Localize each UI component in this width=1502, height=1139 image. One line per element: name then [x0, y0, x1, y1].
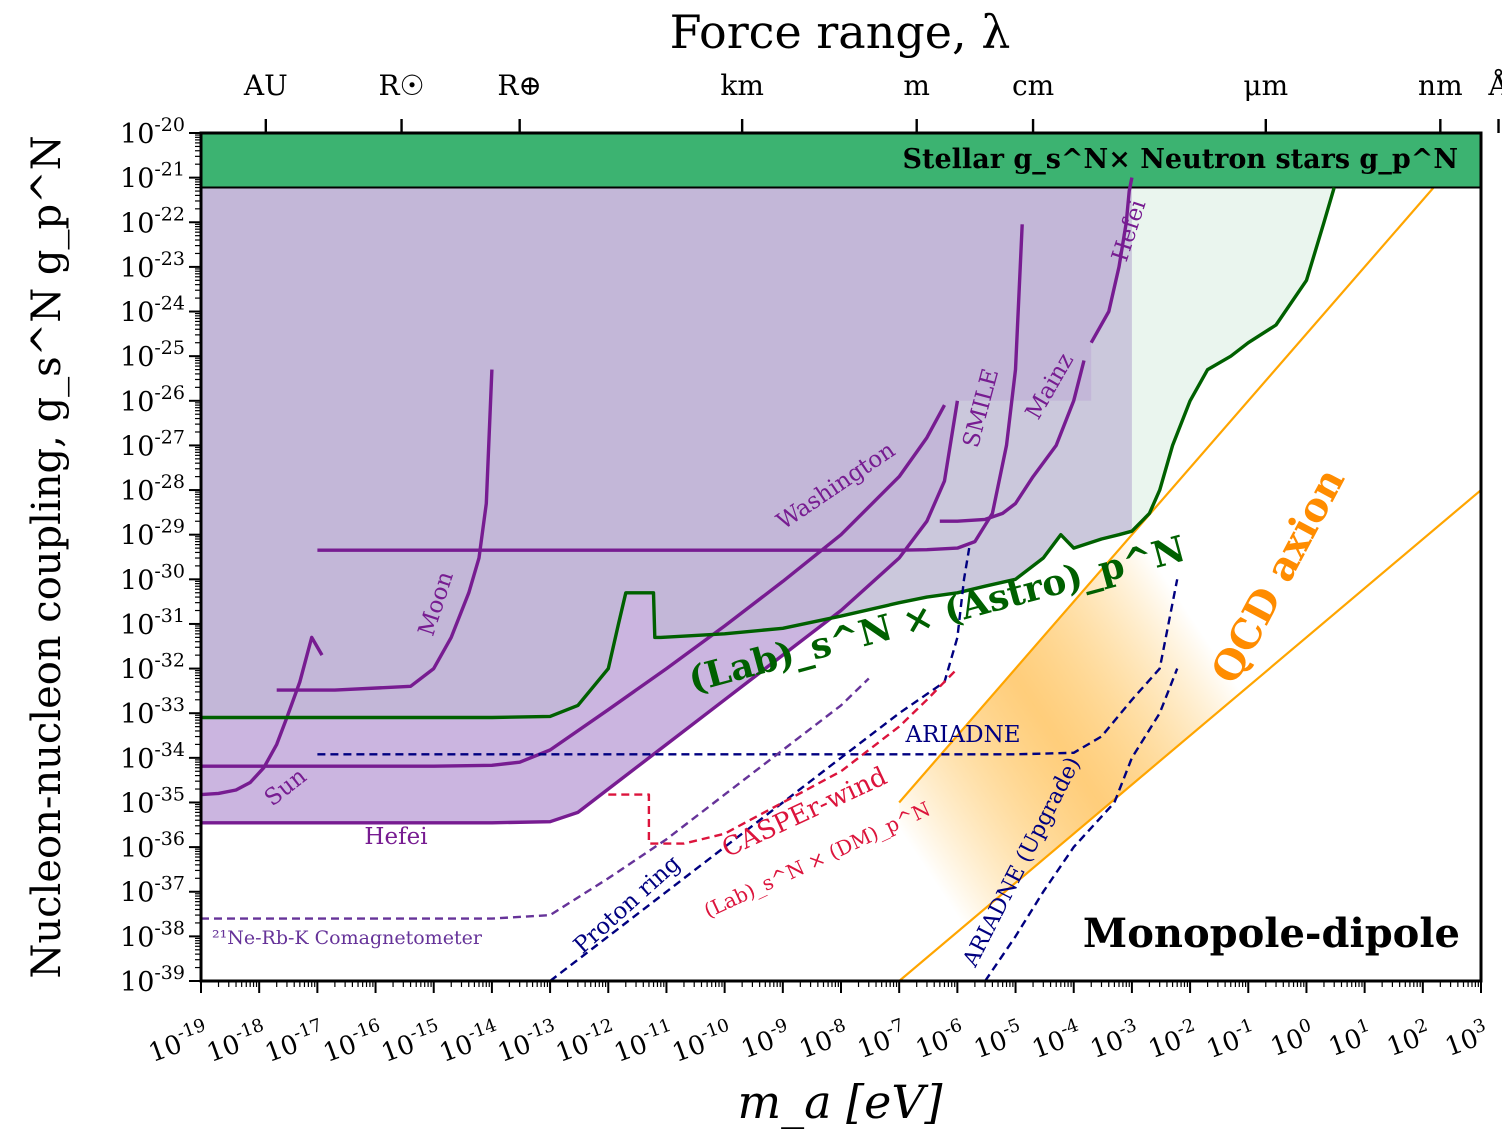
x-tick-label: 10-1: [1201, 1015, 1261, 1065]
top-axis-label: AU: [243, 69, 288, 102]
y-tick-label: 10-30: [120, 560, 185, 596]
y-tick-label: 10-37: [120, 873, 185, 909]
y-tick-label: 10-20: [120, 114, 185, 150]
x-tick-label: 10-7: [852, 1015, 912, 1065]
top-axis-label: cm: [1012, 69, 1054, 102]
stellar-region: [201, 133, 1481, 188]
y-axis-label: Nucleon-nucleon coupling, g_s^N g_p^N: [24, 135, 70, 978]
y-tick-label: 10-38: [120, 917, 185, 953]
top-title: Force range, λ: [670, 5, 1011, 59]
monopole-dipole-label: Monopole-dipole: [1083, 910, 1460, 957]
y-tick-label: 10-24: [120, 293, 185, 329]
series-line-5: [939, 360, 1086, 523]
y-tick-label: 10-35: [120, 783, 185, 819]
y-tick-label: 10-39: [120, 962, 185, 998]
hefei-bottom-label: Hefei: [364, 824, 427, 850]
comagnetometer-label: ²¹Ne-Rb-K Comagnetometer: [212, 927, 483, 949]
x-tick-label: 103: [1440, 1015, 1494, 1063]
y-tick-label: 10-21: [120, 159, 185, 195]
series-line-0: [201, 400, 960, 825]
series-line-12: [201, 677, 870, 920]
top-axis-label: km: [720, 69, 764, 102]
series-line-8: [317, 579, 1179, 756]
series-line-10: [549, 547, 971, 981]
top-axis-label: m: [903, 69, 930, 102]
ariadne-label: ARIADNE: [905, 722, 1021, 748]
y-tick-label: 10-23: [120, 248, 185, 284]
y-tick-label: 10-34: [120, 739, 185, 775]
x-tick-label: 10-3: [1085, 1015, 1145, 1065]
x-tick-label: 101: [1323, 1015, 1377, 1063]
x-tick-label: 10-8: [794, 1015, 854, 1065]
y-tick-label: 10-27: [120, 426, 185, 462]
series-line-11: [608, 667, 959, 845]
combined-excluded-region: [201, 133, 1132, 718]
top-axis-label: R⊕: [497, 69, 542, 102]
series-line-1: [201, 404, 946, 768]
series-line-7: [201, 187, 1336, 720]
x-tick-label: 102: [1381, 1015, 1435, 1063]
y-tick-label: 10-22: [120, 203, 185, 239]
series-line-2: [201, 635, 324, 797]
top-axis-label: μm: [1243, 69, 1288, 102]
x-tick-label: 10-6: [910, 1015, 970, 1065]
x-tick-label: 10-4: [1027, 1015, 1087, 1065]
x-axis-label: m_a [eV]: [737, 1075, 942, 1129]
series-line-6: [1089, 177, 1134, 344]
y-tick-label: 10-31: [120, 605, 185, 641]
x-tick-label: 10-5: [968, 1015, 1028, 1065]
qcd-band-upper-edge: [898, 133, 1481, 804]
qcd-band-lower-edge: [898, 489, 1481, 981]
y-tick-label: 10-26: [120, 382, 185, 418]
series-line-9: [984, 668, 1179, 981]
series-line-4: [317, 224, 1024, 552]
qcd-axion-band: [899, 133, 1481, 981]
y-tick-label: 10-28: [120, 471, 185, 507]
x-tick-label: 100: [1265, 1015, 1319, 1063]
series-line-3: [276, 369, 494, 692]
y-tick-label: 10-29: [120, 516, 185, 552]
top-axis-label: nm: [1418, 69, 1463, 102]
y-tick-label: 10-36: [120, 828, 185, 864]
y-tick-label: 10-25: [120, 337, 185, 373]
x-tick-label: 10-9: [736, 1015, 796, 1065]
x-tick-label: 10-10: [667, 1015, 737, 1069]
top-axis-label: Å: [1487, 69, 1502, 102]
y-tick-label: 10-32: [120, 650, 185, 686]
stellar-label: Stellar g_s^N× Neutron stars g_p^N: [903, 144, 1458, 175]
x-tick-label: 10-2: [1143, 1015, 1203, 1065]
y-tick-label: 10-33: [120, 694, 185, 730]
top-axis-label: R☉: [378, 69, 424, 102]
